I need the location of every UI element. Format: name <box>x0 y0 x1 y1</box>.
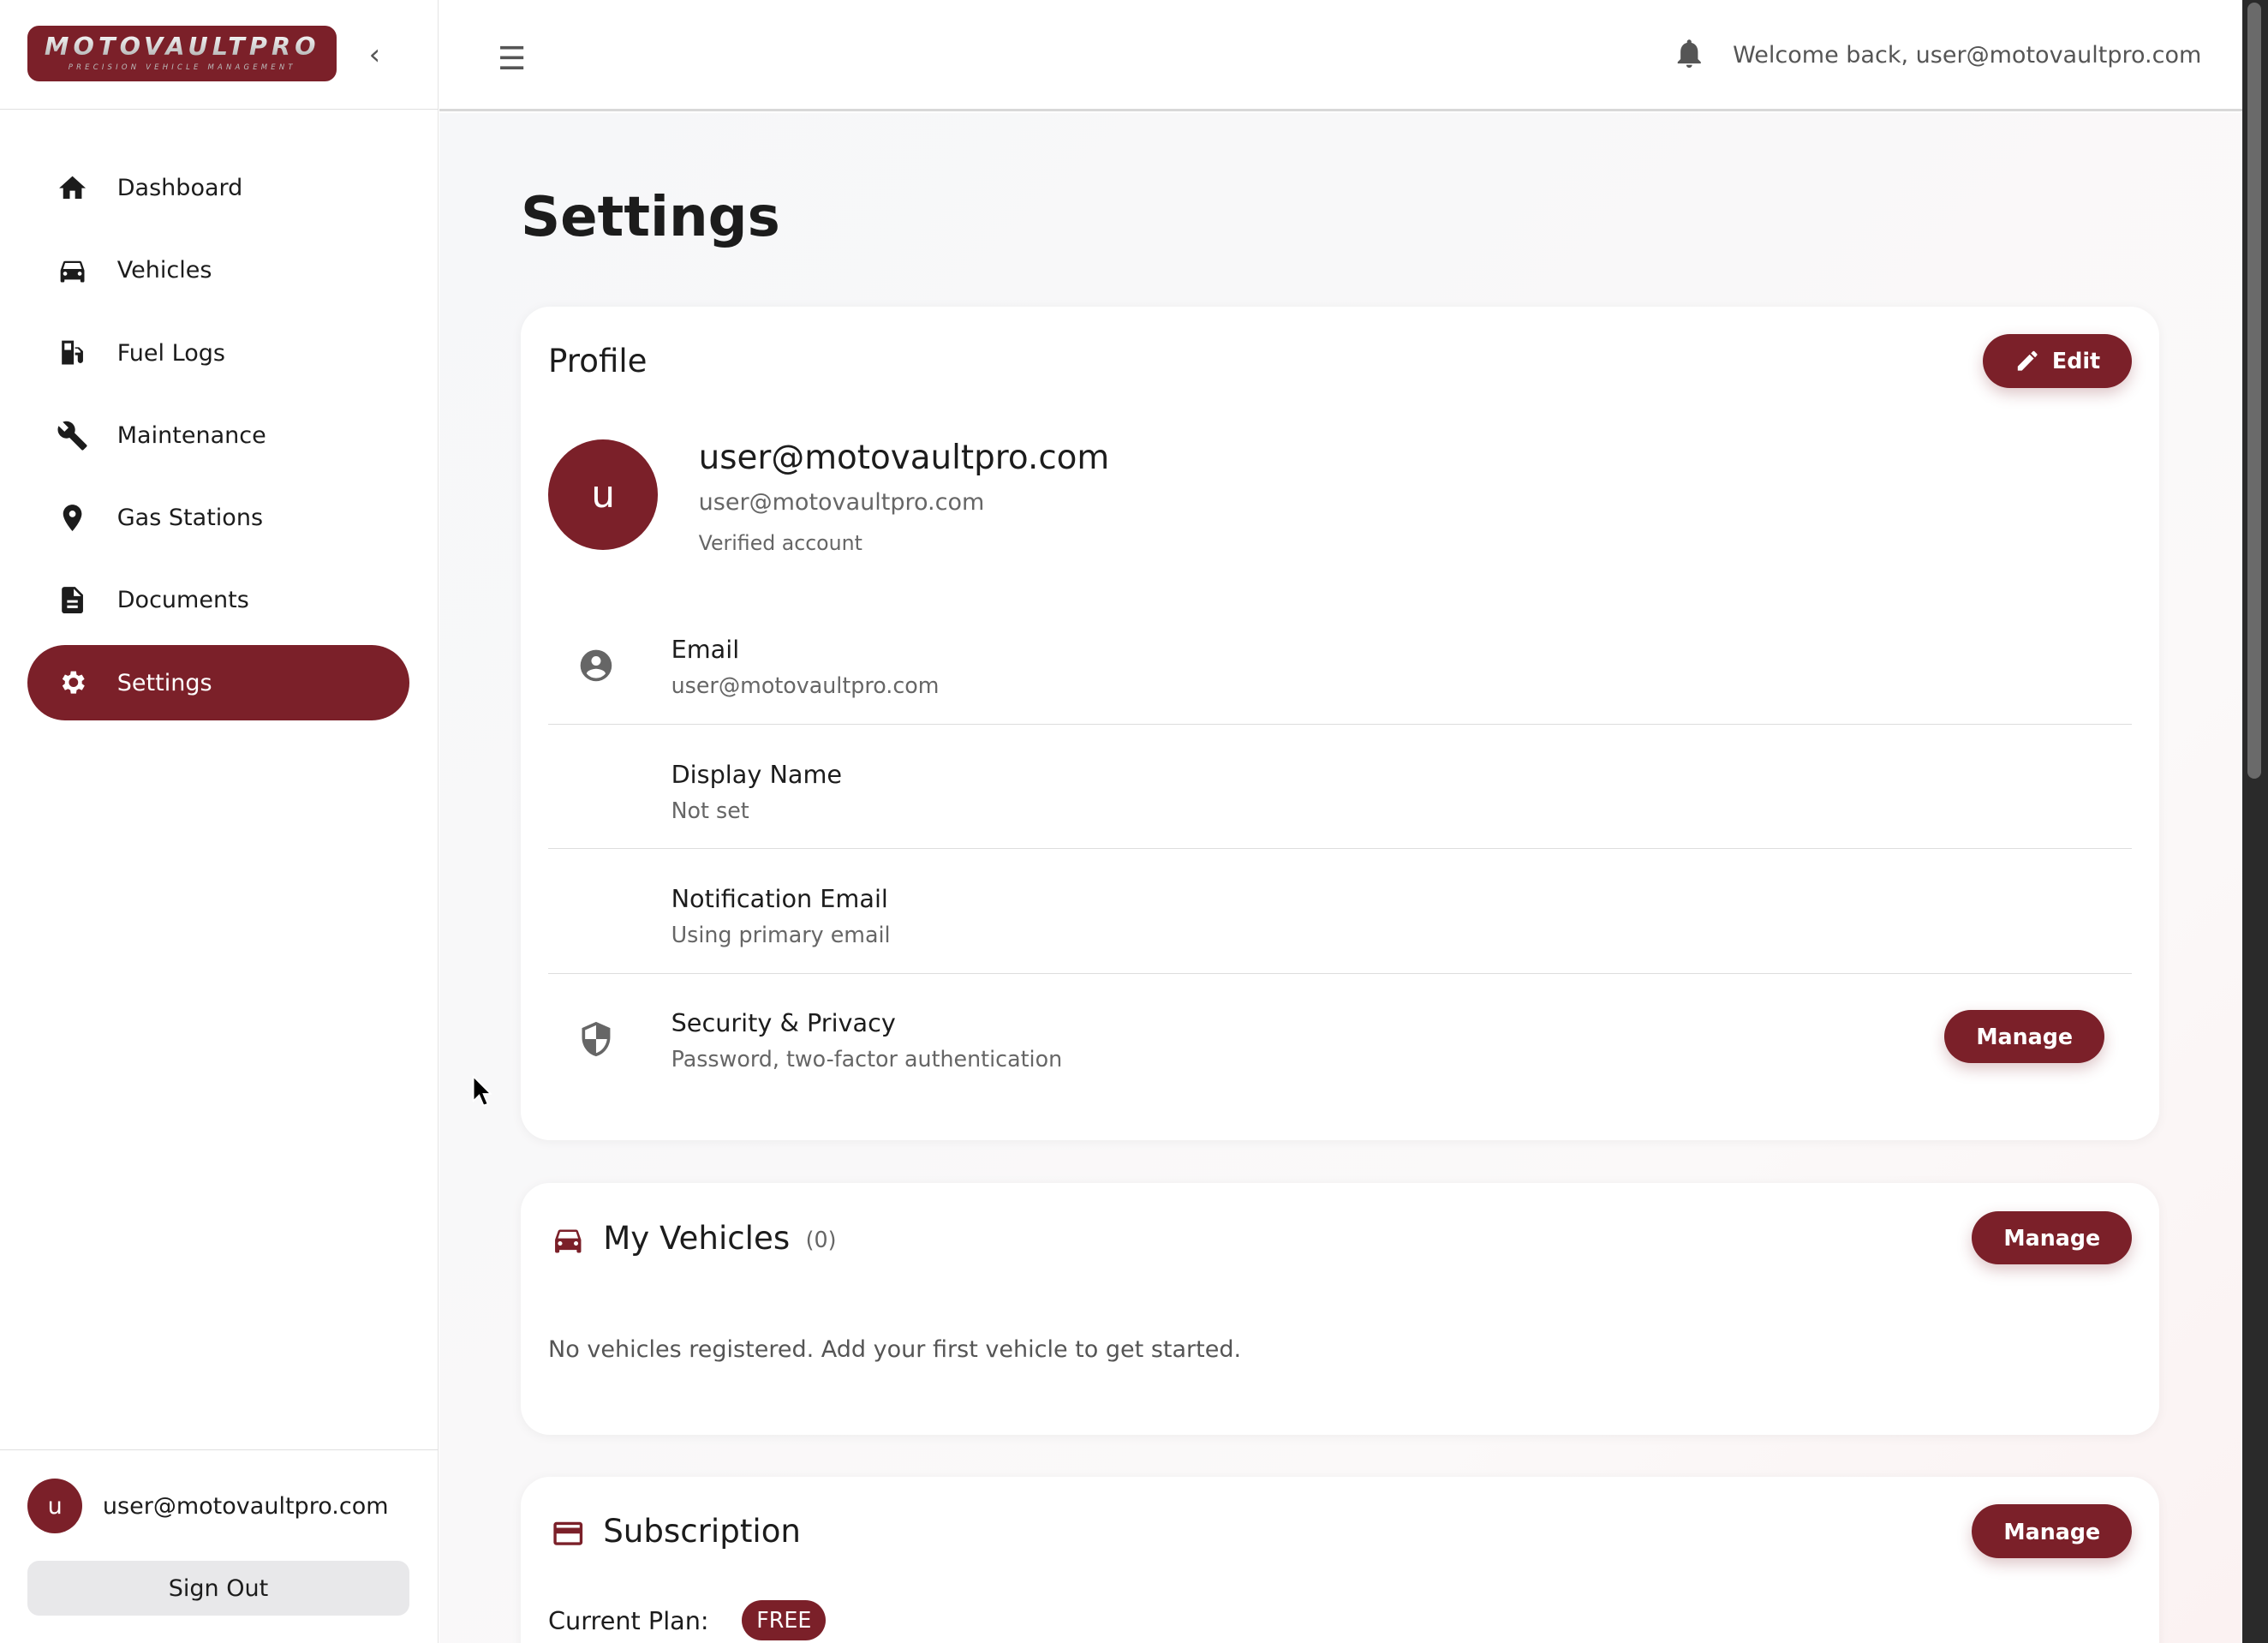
user-email: user@motovaultpro.com <box>102 1492 389 1520</box>
value: Password, two-factor authentication <box>671 1045 1063 1072</box>
plan-label: Current Plan: <box>548 1605 709 1635</box>
label: Vehicles <box>116 257 212 284</box>
subscription-title: Subscription <box>603 1513 801 1550</box>
notification-email-row[interactable]: Notification Email Using primary email <box>548 849 2133 974</box>
plan-badge: FREE <box>742 1599 827 1641</box>
fuel-icon <box>62 341 83 365</box>
display-name-row[interactable]: Display Name Not set <box>548 725 2133 850</box>
brand-logo[interactable]: MOTOVAULTPRO PRECISION VEHICLE MANAGEMENT <box>27 26 337 81</box>
profile-avatar: u <box>548 439 659 550</box>
sidebar-item-fuel-logs[interactable]: Fuel Logs <box>27 315 409 391</box>
document-icon <box>62 587 83 614</box>
sidebar-item-gas-stations[interactable]: Gas Stations <box>27 481 409 556</box>
location-pin-icon <box>63 505 82 531</box>
sidebar-item-dashboard[interactable]: Dashboard <box>27 151 409 226</box>
value: user@motovaultpro.com <box>671 672 940 699</box>
label: Maintenance <box>116 421 266 449</box>
profile-card: Profile Edit u user@motovaultpro.com use… <box>520 307 2160 1140</box>
vehicles-card: My Vehicles (0) Manage No vehicles regis… <box>520 1183 2160 1436</box>
sidebar-nav: Dashboard Vehicles Fuel Logs Maintenance… <box>27 151 409 728</box>
label: Security & Privacy <box>671 1008 896 1038</box>
email-row[interactable]: Email user@motovaultpro.com <box>548 600 2133 726</box>
shield-icon <box>582 1021 611 1056</box>
verified-status: Verified account <box>698 530 862 555</box>
label: Edit <box>2051 348 2101 374</box>
empty-vehicles-message: No vehicles registered. Add your first v… <box>548 1336 1242 1364</box>
page-title: Settings <box>520 185 780 250</box>
label: Notification Email <box>671 883 888 913</box>
main-content: Settings Profile Edit u user@motovaultpr… <box>439 112 2242 1643</box>
car-icon <box>555 1229 582 1253</box>
menu-icon[interactable]: ☰ <box>497 40 527 78</box>
label: Documents <box>116 587 249 614</box>
sidebar-item-maintenance[interactable]: Maintenance <box>27 397 409 473</box>
welcome-text: Welcome back, user@motovaultpro.com <box>1733 41 2202 69</box>
car-icon <box>60 260 85 283</box>
label: Email <box>671 635 740 665</box>
home-icon <box>58 176 86 199</box>
security-row: Security & Privacy Password, two-factor a… <box>548 974 2132 1098</box>
profile-name: user@motovaultpro.com <box>698 438 1110 477</box>
scrollbar-thumb[interactable] <box>2247 3 2261 779</box>
value: Using primary email <box>671 921 891 947</box>
avatar: u <box>27 1478 83 1534</box>
profile-title: Profile <box>548 343 648 380</box>
edit-profile-button[interactable]: Edit <box>1982 334 2133 388</box>
credit-card-icon <box>553 1521 583 1545</box>
account-circle-icon <box>580 649 612 682</box>
manage-vehicles-button[interactable]: Manage <box>1972 1210 2133 1264</box>
mouse-cursor-icon <box>472 1074 492 1107</box>
sidebar-item-vehicles[interactable]: Vehicles <box>27 233 409 308</box>
vehicle-count: (0) <box>805 1227 837 1253</box>
sidebar-item-documents[interactable]: Documents <box>27 563 409 638</box>
value: Not set <box>671 797 749 823</box>
pencil-icon <box>2017 350 2038 371</box>
sidebar-item-settings[interactable]: Settings <box>27 645 409 720</box>
wrench-icon <box>57 421 87 451</box>
manage-security-button[interactable]: Manage <box>1944 1009 2105 1064</box>
vehicles-title: My Vehicles <box>603 1219 791 1257</box>
profile-email: user@motovaultpro.com <box>698 488 985 516</box>
sidebar-user: u user@motovaultpro.com <box>27 1478 389 1534</box>
sign-out-button[interactable]: Sign Out <box>27 1561 409 1616</box>
divider <box>0 108 439 110</box>
label: Fuel Logs <box>116 339 225 367</box>
top-bar: ☰ Welcome back, user@motovaultpro.com <box>439 0 2242 112</box>
label: Settings <box>116 669 212 696</box>
divider <box>0 1449 439 1450</box>
label: Display Name <box>671 759 843 789</box>
label: Dashboard <box>116 175 243 202</box>
gear-icon <box>62 672 85 695</box>
subscription-card: Subscription Manage Current Plan: FREE <box>520 1477 2160 1643</box>
manage-subscription-button[interactable]: Manage <box>1972 1504 2133 1558</box>
bell-icon[interactable] <box>1672 36 1707 71</box>
label: Gas Stations <box>116 505 264 532</box>
collapse-sidebar-icon[interactable]: ‹ <box>368 37 381 71</box>
sidebar: MOTOVAULTPRO PRECISION VEHICLE MANAGEMENT… <box>0 0 439 1643</box>
